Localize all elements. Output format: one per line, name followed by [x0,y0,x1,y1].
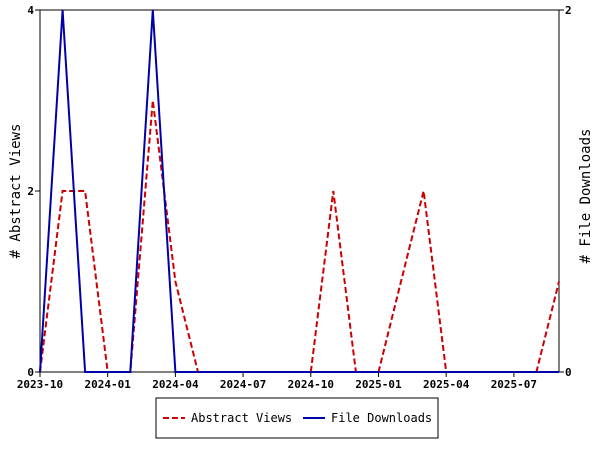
x-tick-label: 2025-04 [423,378,470,391]
x-tick-label: 2024-10 [288,378,334,391]
x-tick-label: 2024-01 [85,378,132,391]
y-axis-left-title: # Abstract Views [8,124,24,259]
x-tick-label: 2023-10 [17,378,63,391]
legend: Abstract Views File Downloads [155,397,439,439]
x-tick-label: 2025-01 [355,378,402,391]
legend-label-2: File Downloads [331,411,432,425]
series-layer [39,9,560,373]
series-line-2 [39,9,559,373]
y-right-tick-label: 2 [565,4,572,17]
axes-layer: 2023-10 2024-01 2024-04 2024-07 2024-10 2025-… [17,4,572,391]
x-tick-label: 2025-07 [491,378,537,391]
y-right-tick-label: 0 [565,366,572,379]
y-left-tick-label: 0 [27,366,34,379]
legend-box [155,397,439,439]
legend-label-1: Abstract Views [191,411,292,425]
y-left-tick-label: 2 [27,185,34,198]
x-tick-label: 2024-07 [220,378,266,391]
x-tick-label: 2024-04 [152,378,199,391]
y-left-tick-label: 4 [27,4,34,17]
y-axis-right-title: # File Downloads [578,129,594,264]
